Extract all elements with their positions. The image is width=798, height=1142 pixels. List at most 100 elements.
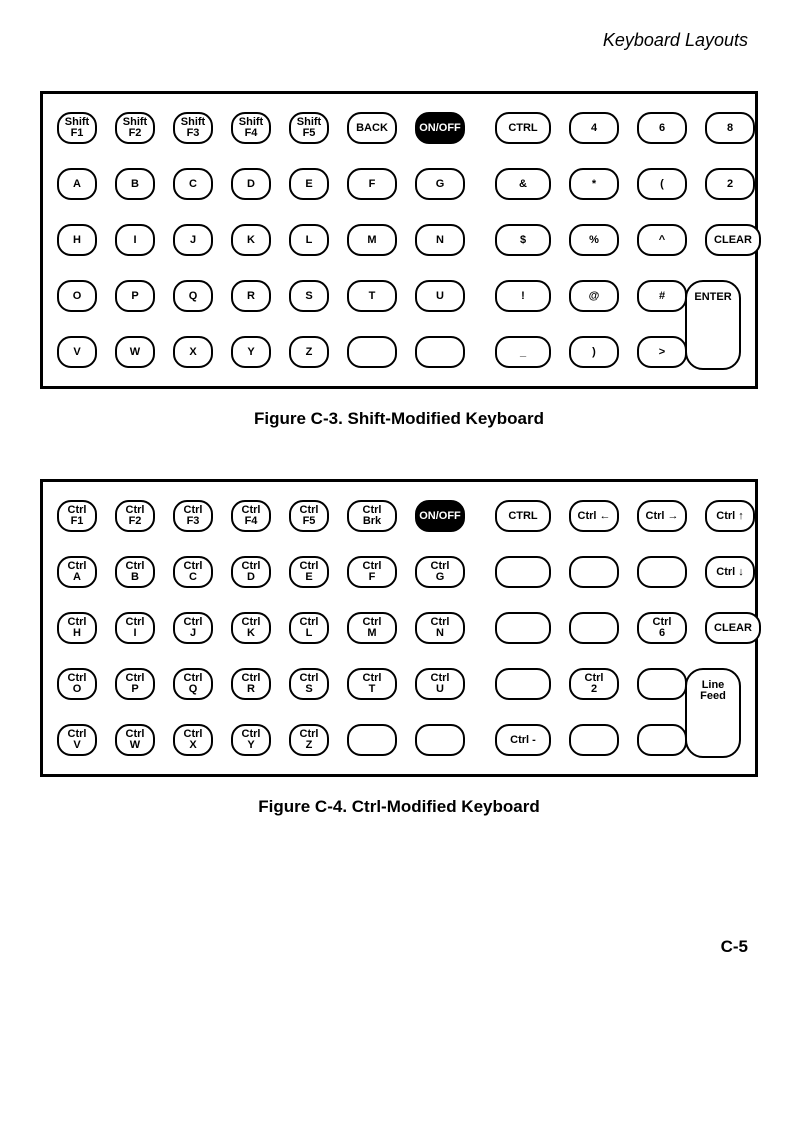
key-n[interactable]: N xyxy=(415,224,465,256)
key-r[interactable]: R xyxy=(231,280,271,312)
key-b[interactable]: B xyxy=(115,168,155,200)
key-ctrl-f5[interactable]: CtrlF5 xyxy=(289,500,329,532)
key-onoff[interactable]: ON/OFF xyxy=(415,112,465,144)
key-l[interactable]: L xyxy=(289,224,329,256)
key-2[interactable]: 2 xyxy=(705,168,755,200)
key-a[interactable]: A xyxy=(57,168,97,200)
key-j[interactable]: J xyxy=(173,224,213,256)
key-e[interactable]: E xyxy=(289,168,329,200)
key-ctrl-s[interactable]: CtrlS xyxy=(289,668,329,700)
key-ctrl-y[interactable]: CtrlY xyxy=(231,724,271,756)
figure-caption-2: Figure C-4. Ctrl-Modified Keyboard xyxy=(40,797,758,817)
key-ctrl-q[interactable]: CtrlQ xyxy=(173,668,213,700)
key-onoff[interactable]: ON/OFF xyxy=(415,500,465,532)
key-ctrl[interactable]: CTRL xyxy=(495,500,551,532)
key-ctrl-g[interactable]: CtrlG xyxy=(415,556,465,588)
key-[interactable]: # xyxy=(637,280,687,312)
figure-caption-1: Figure C-3. Shift-Modified Keyboard xyxy=(40,409,758,429)
key-shift-f3[interactable]: ShiftF3 xyxy=(173,112,213,144)
key-ctrl-t[interactable]: CtrlT xyxy=(347,668,397,700)
key-shift-f5[interactable]: ShiftF5 xyxy=(289,112,329,144)
key-ctrl-i[interactable]: CtrlI xyxy=(115,612,155,644)
key-m[interactable]: M xyxy=(347,224,397,256)
key-6[interactable]: 6 xyxy=(637,112,687,144)
key-[interactable]: % xyxy=(569,224,619,256)
key-ctrl-p[interactable]: CtrlP xyxy=(115,668,155,700)
key-[interactable]: & xyxy=(495,168,551,200)
key-t[interactable]: T xyxy=(347,280,397,312)
key-ctrl-e[interactable]: CtrlE xyxy=(289,556,329,588)
key-x[interactable]: X xyxy=(173,336,213,368)
key-ctrl-f2[interactable]: CtrlF2 xyxy=(115,500,155,532)
key-ctrl-f1[interactable]: CtrlF1 xyxy=(57,500,97,532)
key-ctrl-o[interactable]: CtrlO xyxy=(57,668,97,700)
key-[interactable]: ) xyxy=(569,336,619,368)
key-s[interactable]: S xyxy=(289,280,329,312)
key-k[interactable]: K xyxy=(231,224,271,256)
key-[interactable]: $ xyxy=(495,224,551,256)
key-ctrl-f3[interactable]: CtrlF3 xyxy=(173,500,213,532)
blank-key xyxy=(415,724,465,756)
key-ctrl-x[interactable]: CtrlX xyxy=(173,724,213,756)
key-8[interactable]: 8 xyxy=(705,112,755,144)
key-line[interactable]: LineFeed xyxy=(685,668,741,758)
key-ctrl-2[interactable]: Ctrl2 xyxy=(569,668,619,700)
key-[interactable]: ^ xyxy=(637,224,687,256)
key-w[interactable]: W xyxy=(115,336,155,368)
key-ctrl-f[interactable]: CtrlF xyxy=(347,556,397,588)
key-ctrl-m[interactable]: CtrlM xyxy=(347,612,397,644)
key-ctrl-k[interactable]: CtrlK xyxy=(231,612,271,644)
key-ctrl[interactable]: Ctrl → xyxy=(637,500,687,532)
key-p[interactable]: P xyxy=(115,280,155,312)
key-ctrl-r[interactable]: CtrlR xyxy=(231,668,271,700)
key-ctrl-brk[interactable]: CtrlBrk xyxy=(347,500,397,532)
key-g[interactable]: G xyxy=(415,168,465,200)
key-o[interactable]: O xyxy=(57,280,97,312)
key-ctrl-c[interactable]: CtrlC xyxy=(173,556,213,588)
key-clear[interactable]: CLEAR xyxy=(705,612,761,644)
key-back[interactable]: BACK xyxy=(347,112,397,144)
key-shift-f4[interactable]: ShiftF4 xyxy=(231,112,271,144)
key-f[interactable]: F xyxy=(347,168,397,200)
key-u[interactable]: U xyxy=(415,280,465,312)
key-ctrl-6[interactable]: Ctrl6 xyxy=(637,612,687,644)
key-i[interactable]: I xyxy=(115,224,155,256)
key-[interactable]: * xyxy=(569,168,619,200)
key-ctrl-u[interactable]: CtrlU xyxy=(415,668,465,700)
key-ctrl[interactable]: Ctrl ↑ xyxy=(705,500,755,532)
blank-key xyxy=(637,668,687,700)
key-ctrl-n[interactable]: CtrlN xyxy=(415,612,465,644)
key-ctrl-a[interactable]: CtrlA xyxy=(57,556,97,588)
key-q[interactable]: Q xyxy=(173,280,213,312)
key-z[interactable]: Z xyxy=(289,336,329,368)
key-4[interactable]: 4 xyxy=(569,112,619,144)
key-ctrl-h[interactable]: CtrlH xyxy=(57,612,97,644)
key-ctrl[interactable]: Ctrl ↓ xyxy=(705,556,755,588)
key-ctrl-d[interactable]: CtrlD xyxy=(231,556,271,588)
key-enter[interactable]: ENTER xyxy=(685,280,741,370)
key-ctrl-j[interactable]: CtrlJ xyxy=(173,612,213,644)
blank-key xyxy=(495,668,551,700)
key-ctrl-v[interactable]: CtrlV xyxy=(57,724,97,756)
key-ctrl-l[interactable]: CtrlL xyxy=(289,612,329,644)
key-v[interactable]: V xyxy=(57,336,97,368)
key-[interactable]: _ xyxy=(495,336,551,368)
key-[interactable]: ( xyxy=(637,168,687,200)
key-ctrl-w[interactable]: CtrlW xyxy=(115,724,155,756)
key-ctrl-b[interactable]: CtrlB xyxy=(115,556,155,588)
key-[interactable]: > xyxy=(637,336,687,368)
key-ctrl-z[interactable]: CtrlZ xyxy=(289,724,329,756)
key-ctrl[interactable]: CTRL xyxy=(495,112,551,144)
key-ctrl[interactable]: Ctrl ← xyxy=(569,500,619,532)
key-c[interactable]: C xyxy=(173,168,213,200)
key-[interactable]: ! xyxy=(495,280,551,312)
key-h[interactable]: H xyxy=(57,224,97,256)
key-[interactable]: @ xyxy=(569,280,619,312)
key-shift-f1[interactable]: ShiftF1 xyxy=(57,112,97,144)
key-ctrl[interactable]: Ctrl - xyxy=(495,724,551,756)
key-y[interactable]: Y xyxy=(231,336,271,368)
key-shift-f2[interactable]: ShiftF2 xyxy=(115,112,155,144)
key-ctrl-f4[interactable]: CtrlF4 xyxy=(231,500,271,532)
key-clear[interactable]: CLEAR xyxy=(705,224,761,256)
key-d[interactable]: D xyxy=(231,168,271,200)
